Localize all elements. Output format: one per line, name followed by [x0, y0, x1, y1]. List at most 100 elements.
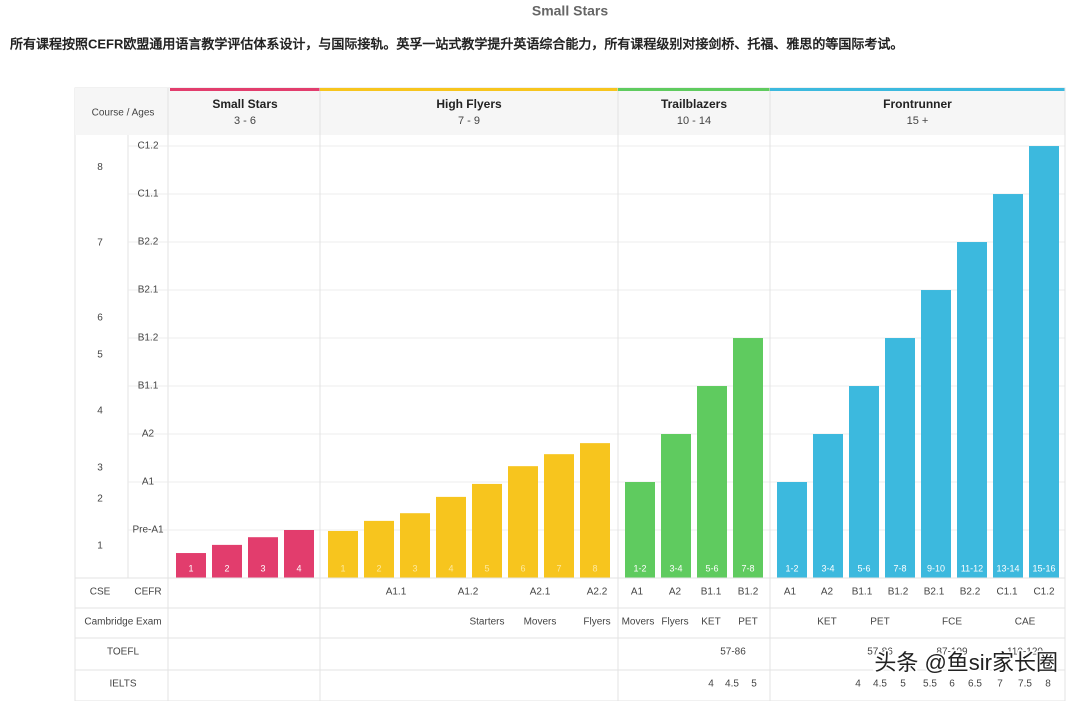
- bar-label: 1: [188, 563, 193, 573]
- cell: 5: [751, 679, 757, 690]
- subtitle: 所有课程按照CEFR欧盟通用语言教学评估体系设计，与国际接轨。英孚一站式教学提升…: [10, 36, 903, 51]
- cell: B1.1: [701, 587, 722, 598]
- cell: 87-109: [936, 647, 968, 658]
- cell: Movers: [622, 617, 655, 628]
- cell: 4: [708, 679, 714, 690]
- cell: 6: [949, 679, 955, 690]
- bar-label: 3-4: [821, 563, 834, 573]
- bar-label: 9-10: [927, 563, 945, 573]
- cell: C1.1: [996, 587, 1018, 598]
- cell: 57-86: [720, 647, 746, 658]
- cell: 4.5: [725, 679, 739, 690]
- y2-tick-label: 7: [97, 238, 103, 249]
- cell: PET: [870, 617, 889, 628]
- header-label: Course / Ages: [92, 108, 155, 119]
- y-tick-label: Pre-A1: [132, 525, 164, 536]
- cell: A2: [821, 587, 834, 598]
- row-header: IELTS: [109, 679, 136, 690]
- bar-label: 4: [296, 563, 301, 573]
- watermark: 头条 @鱼sir家长圈: [874, 650, 1058, 675]
- bar-label: 7: [556, 563, 561, 573]
- bar-label: 15-16: [1032, 563, 1055, 573]
- group-color-bar: [770, 88, 1065, 91]
- y2-tick-label: 1: [97, 540, 103, 551]
- cell: A1: [784, 587, 797, 598]
- bar: [176, 553, 206, 578]
- y-tick-label: B1.1: [138, 381, 159, 392]
- cell: 110-120: [1007, 647, 1043, 658]
- y2-tick-label: 2: [97, 493, 103, 504]
- group-color-bar: [618, 88, 770, 91]
- bar: [777, 482, 807, 578]
- bar-label: 4: [448, 563, 453, 573]
- cell: A1.1: [386, 587, 407, 598]
- cell: 7: [997, 679, 1003, 690]
- bar: [544, 454, 574, 578]
- bar: [508, 466, 538, 578]
- cell: 57-86: [867, 647, 893, 658]
- y-tick-label: A2: [142, 429, 155, 440]
- bar: [580, 443, 610, 578]
- y-tick-label: B1.2: [138, 333, 159, 344]
- bar: [885, 338, 915, 578]
- legend-ages: 15 +: [907, 115, 929, 127]
- cell: Flyers: [661, 617, 688, 628]
- legend-name: High Flyers: [436, 97, 502, 111]
- bar: [661, 434, 691, 578]
- row-header: CSE: [90, 587, 111, 598]
- legend-name: Trailblazers: [661, 97, 727, 111]
- bar-label: 1-2: [633, 563, 646, 573]
- bar-label: 2: [224, 563, 229, 573]
- bar: [472, 483, 502, 578]
- header-bg: [75, 88, 1065, 135]
- cell: PET: [738, 617, 757, 628]
- legend-ages: 10 - 14: [677, 115, 711, 127]
- group-color-bar: [170, 88, 320, 91]
- row-header: CEFR: [134, 587, 161, 598]
- cell: A2.2: [587, 587, 608, 598]
- cell: C1.2: [1033, 587, 1055, 598]
- cell: KET: [817, 617, 836, 628]
- bar-label: 3: [260, 563, 265, 573]
- bar-label: 5: [484, 563, 489, 573]
- bar: [813, 434, 843, 578]
- cell: B2.2: [960, 587, 981, 598]
- bar-label: 1: [340, 563, 345, 573]
- bar: [697, 386, 727, 578]
- cell: KET: [701, 617, 720, 628]
- cell: B1.2: [888, 587, 909, 598]
- bar-label: 7-8: [741, 563, 754, 573]
- cell: 5: [900, 679, 906, 690]
- cell: A1: [631, 587, 644, 598]
- y-tick-label: B2.2: [138, 237, 159, 248]
- cell: A1.2: [458, 587, 479, 598]
- bar: [364, 520, 394, 578]
- legend-name: Frontrunner: [883, 97, 952, 111]
- y2-tick-label: 3: [97, 463, 103, 474]
- bar-label: 6: [520, 563, 525, 573]
- cell: Movers: [524, 617, 557, 628]
- legend-name: Small Stars: [212, 97, 278, 111]
- cell: B2.1: [924, 587, 945, 598]
- bar-label: 8: [592, 563, 597, 573]
- cell: Flyers: [583, 617, 610, 628]
- chart-frame: [74, 87, 1066, 701]
- cell: FCE: [942, 617, 962, 628]
- y-tick-label: C1.2: [137, 141, 159, 152]
- bar: [625, 482, 655, 578]
- bar: [993, 194, 1023, 578]
- bar: [849, 386, 879, 578]
- y-tick-label: A1: [142, 477, 155, 488]
- bar-label: 1-2: [785, 563, 798, 573]
- row-header: TOEFL: [107, 647, 139, 658]
- group-color-bar: [320, 88, 618, 91]
- y2-tick-label: 5: [97, 349, 103, 360]
- y-tick-label: C1.1: [137, 189, 159, 200]
- bar: [212, 544, 242, 578]
- bar-label: 5-6: [705, 563, 718, 573]
- bar: [957, 242, 987, 578]
- bar-label: 3: [412, 563, 417, 573]
- row-header: Cambridge Exam: [84, 617, 161, 628]
